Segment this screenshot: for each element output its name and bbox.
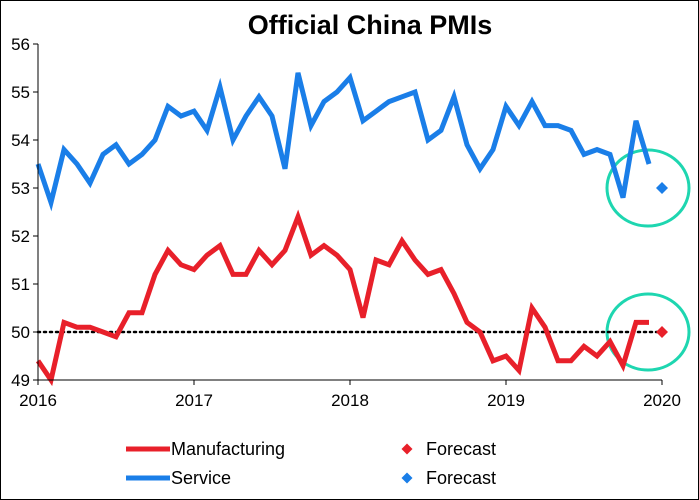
legend-swatch-marker [401,443,413,455]
series-line [35,209,649,387]
legend-item: Service [126,468,231,488]
legend-label: Service [171,468,231,488]
series-layer [35,72,668,387]
legend-label: Manufacturing [171,439,285,459]
legend-item: Forecast [401,468,496,488]
y-tick-label: 54 [11,131,30,150]
x-tick-label: 2019 [487,391,525,410]
legend: Manufacturing Forecast Service Forecast [126,439,496,488]
y-tick-label: 50 [11,323,30,342]
legend-swatch-marker [401,472,413,484]
y-tick-label: 55 [11,83,30,102]
y-tick-label: 52 [11,227,30,246]
x-tick-label: 2016 [19,391,57,410]
y-tick-label: 56 [11,35,30,54]
axis-layer: 49 50 51 52 53 54 55 56 2016 2017 2018 2019 2020 [11,35,681,410]
x-tick-label: 2017 [175,391,213,410]
legend-label: Forecast [426,439,496,459]
series-manufacturing-0 [35,209,649,387]
legend-label: Forecast [426,468,496,488]
x-tick-label: 2020 [643,391,681,410]
highlight-circle [605,148,691,228]
y-tick-label: 53 [11,179,30,198]
series-line [35,72,652,212]
y-tick-label: 51 [11,275,30,294]
forecast-marker [656,182,668,194]
legend-item: Manufacturing [126,439,285,459]
legend-item: Forecast [401,439,496,459]
y-tick-label: 49 [11,371,30,390]
chart-title: Official China PMIs [248,10,493,40]
series-forecast-2 [656,326,668,338]
series-forecast-3 [656,182,668,194]
x-tick-label: 2018 [331,391,369,410]
series-service-1 [35,72,652,212]
forecast-marker [656,326,668,338]
